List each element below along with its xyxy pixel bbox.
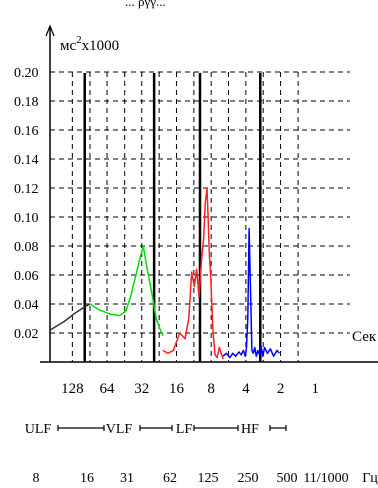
axes — [40, 24, 378, 363]
x-tick-label-frequency: 8 — [33, 471, 40, 486]
y-tick-label: 0.14 — [14, 153, 39, 168]
y-tick-labels: 0.20 0.18 0.16 0.14 0.12 0.10 0.08 0.06 0.04 0.02 — [14, 66, 39, 342]
grid — [50, 71, 350, 362]
y-tick-label: 0.18 — [14, 95, 39, 110]
x-tick-label-frequency: 500 — [277, 471, 298, 486]
series-hf — [222, 227, 280, 359]
x-tick-label-period: 32 — [134, 381, 149, 397]
chart-title-fragment: ... ργγ... — [125, 0, 166, 9]
band-label-lf: LF — [176, 422, 193, 437]
x-tick-label-frequency: 125 — [198, 471, 219, 486]
y-tick-label: 0.08 — [14, 240, 39, 255]
y-tick-label: 0.02 — [14, 327, 39, 342]
y-axis-label: мс2x1000 — [60, 34, 119, 54]
band-row: ULF VLF LF HF — [25, 422, 287, 437]
x-tick-label-period: 4 — [242, 381, 250, 397]
y-tick-label: 0.10 — [14, 211, 39, 226]
series-vlf — [89, 245, 164, 337]
x-tick-label-period: 16 — [169, 381, 185, 397]
x-tick-label-period: 1 — [312, 381, 320, 397]
x-tick-label-period: 2 — [277, 381, 285, 397]
y-tick-label: 0.04 — [14, 298, 39, 313]
series-lf — [162, 187, 224, 360]
x-tick-label-frequency: 62 — [163, 471, 177, 486]
x-tick-label-period: 8 — [207, 381, 215, 397]
sec-label-background — [350, 326, 378, 344]
series-ulf — [49, 303, 91, 331]
x-tick-label-frequency: 250 — [238, 471, 259, 486]
x-tick-labels-period: 128 64 32 16 8 4 2 1 — [61, 381, 319, 397]
y-tick-label: 0.20 — [14, 66, 39, 81]
x-tick-labels-frequency: 8 16 31 62 125 250 500 11/1000 Гц — [33, 471, 378, 486]
x-tick-label-period: 64 — [100, 381, 116, 397]
band-label-vlf: VLF — [106, 422, 133, 437]
y-tick-label: 0.12 — [14, 182, 39, 197]
y-tick-label: 0.16 — [14, 124, 39, 139]
x-tick-label-frequency: 16 — [80, 471, 94, 486]
x-axis-label-sec: Сек — [352, 329, 377, 345]
x-tick-label-period: 128 — [61, 381, 84, 397]
x-tick-label-frequency: Гц — [362, 471, 378, 486]
x-tick-label-frequency: 31 — [120, 471, 134, 486]
y-axis-arrow — [45, 24, 55, 37]
band-boundary-lines — [83, 73, 262, 362]
band-label-ulf: ULF — [25, 422, 52, 437]
x-tick-label-frequency: 11/1000 — [303, 471, 348, 486]
y-tick-label: 0.06 — [14, 269, 39, 284]
series-group — [49, 187, 280, 360]
band-label-hf: HF — [241, 422, 259, 437]
